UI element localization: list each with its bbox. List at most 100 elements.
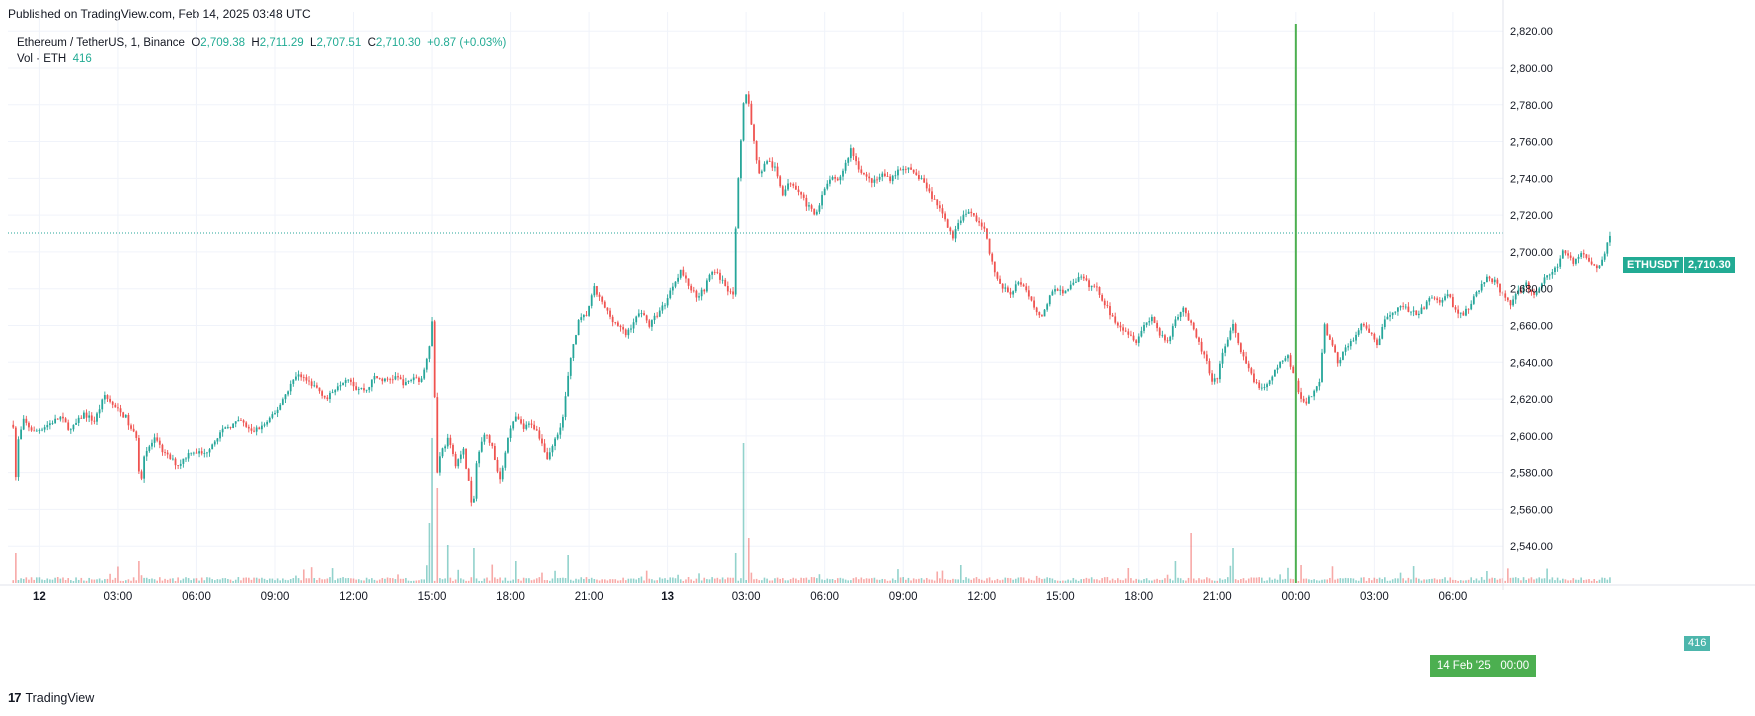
volume-bar [870, 578, 873, 583]
candle-body [321, 391, 324, 396]
tradingview-logo-icon[interactable]: 17 [8, 690, 22, 705]
volume-bar [1048, 577, 1051, 583]
volume-bar [93, 579, 96, 583]
volume-bar [996, 578, 999, 583]
volume-bar [15, 553, 17, 583]
volume-bar [313, 578, 316, 583]
candle-body [1538, 288, 1541, 292]
volume-bar [808, 579, 810, 583]
volume-bar [206, 577, 208, 583]
candle-body [836, 178, 839, 181]
candle-body [1567, 253, 1569, 256]
candle-body [630, 328, 632, 330]
candle-body [1268, 380, 1271, 385]
candle-body [1383, 319, 1386, 328]
volume-bar [1172, 580, 1174, 583]
volume-bar [554, 570, 556, 583]
volume-bar [1030, 579, 1033, 583]
candle-body [1326, 324, 1329, 336]
volume-bar [1114, 580, 1117, 583]
candle-body [130, 425, 132, 429]
candle-body [899, 169, 902, 171]
volume-bar [753, 579, 755, 583]
volume-bar [1323, 579, 1326, 583]
candle-body [784, 189, 787, 196]
candle-body [98, 409, 101, 414]
volume-bar [496, 578, 499, 583]
candle-body [444, 446, 447, 449]
candle-body [1378, 338, 1381, 346]
candle-body [72, 424, 75, 430]
candle-body [93, 420, 96, 422]
volume-bar [855, 577, 857, 583]
candle-body [648, 320, 651, 327]
x-tick-label: 09:00 [889, 591, 918, 603]
candle-body [1370, 332, 1373, 334]
candle-body [724, 279, 727, 286]
candle-body [336, 386, 339, 391]
volume-bar [242, 577, 245, 583]
candle-body [653, 315, 656, 321]
candle-body [473, 498, 475, 503]
candle-body [1543, 277, 1546, 284]
candle-body [640, 313, 643, 314]
volume-bar [504, 577, 507, 583]
candle-body [376, 376, 378, 379]
candle-body [656, 315, 659, 317]
volume-bar [789, 579, 792, 583]
volume-bar [842, 578, 844, 583]
candle-body [902, 169, 905, 171]
candle-body [1093, 285, 1096, 287]
candle-body [1179, 311, 1182, 318]
volume-bar [446, 545, 449, 583]
candle-body [897, 169, 899, 176]
volume-bar [894, 579, 897, 583]
candle-body [211, 444, 214, 450]
volume-bar [1423, 579, 1425, 583]
volume-bar [1289, 578, 1292, 583]
volume-bar [737, 580, 740, 583]
candle-body [1551, 272, 1554, 275]
candle-body [276, 409, 279, 414]
volume-bar [130, 580, 132, 583]
volume-bar [910, 580, 912, 583]
volume-bar [1056, 580, 1059, 583]
volume-bar [17, 580, 20, 583]
candle-body [1174, 319, 1177, 327]
volume-bar [944, 579, 946, 583]
volume-bar [873, 577, 876, 583]
volume-bar [391, 578, 394, 583]
volume-bar [535, 578, 538, 583]
candle-body [242, 420, 245, 423]
volume-bar [64, 580, 67, 583]
volume-bar [151, 578, 153, 583]
volume-bar [601, 579, 603, 583]
volume-bar [706, 579, 708, 583]
volume-bar [1433, 578, 1436, 583]
candle-body [695, 290, 698, 298]
volume-bar [104, 579, 106, 583]
y-tick-label: 2,580.00 [1510, 468, 1553, 480]
candle-body [486, 434, 488, 436]
y-tick-label: 2,680.00 [1510, 284, 1553, 296]
volume-bar [43, 580, 46, 583]
candle-body [603, 301, 606, 308]
volume-bar [1436, 579, 1438, 583]
candle-body [226, 427, 229, 428]
candle-body [1001, 283, 1004, 289]
volume-bar [1412, 566, 1415, 583]
candle-body [292, 379, 295, 384]
x-tick-label: 03:00 [732, 591, 761, 603]
volume-bar [850, 580, 852, 583]
volume-bar [1444, 577, 1446, 583]
candle-body [1520, 289, 1522, 293]
candle-body [245, 422, 248, 427]
legend-open-label: O [191, 37, 201, 49]
candle-body [1480, 283, 1483, 291]
volume-bar [609, 579, 611, 583]
footer-brand[interactable]: TradingView [25, 690, 95, 705]
volume-bar [747, 538, 750, 583]
candle-body [1200, 341, 1203, 352]
volume-bar [860, 577, 863, 583]
